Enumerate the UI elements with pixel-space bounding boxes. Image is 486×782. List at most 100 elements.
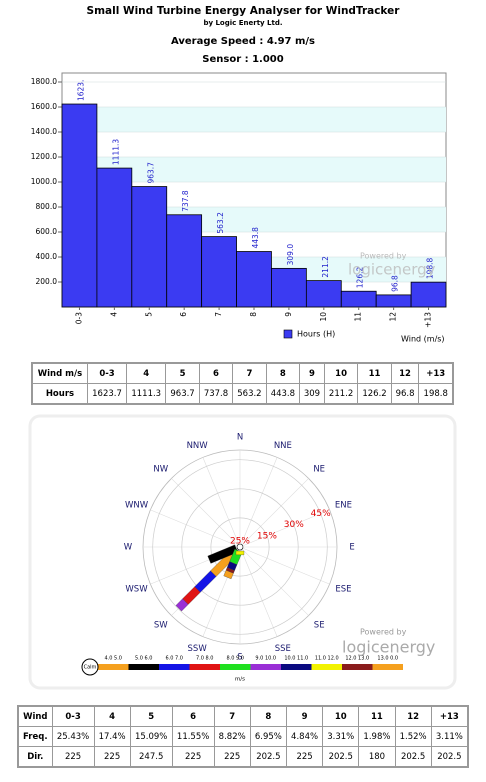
y-tick-label: 800.0: [36, 202, 58, 211]
bar: [271, 267, 307, 308]
table-cell: 963.7: [165, 383, 200, 405]
table-header: Wind: [17, 705, 53, 727]
table-cell: 247.5: [129, 746, 173, 768]
legend-range-label: 13.0 0.0: [377, 656, 398, 662]
compass-label: SSW: [188, 644, 208, 654]
y-tick-label: 1800.0: [31, 77, 57, 86]
bar-value-label: 737.8: [181, 190, 190, 212]
row-label: Dir.: [17, 746, 53, 768]
column-header: 10: [322, 705, 360, 727]
rose-segment: [207, 544, 239, 564]
x-tick-label: 9: [284, 312, 293, 317]
legend-range-label: 9.0 10.0: [255, 656, 276, 662]
column-header: 0-3: [51, 705, 95, 727]
spoke: [239, 509, 330, 548]
table-cell: 443.8: [265, 383, 301, 405]
bar: [131, 186, 168, 308]
table-cell: 225: [51, 746, 95, 768]
legend-range-label: 8.0 9.0: [227, 656, 245, 662]
x-tick-label: 12: [389, 312, 398, 322]
table-cell: 202.5: [322, 746, 360, 768]
column-header: 5: [129, 705, 173, 727]
x-axis-label: Wind (m/s): [401, 335, 445, 344]
column-header: +13: [418, 362, 454, 384]
x-tick-label: +13: [424, 312, 433, 328]
column-header: 11: [358, 705, 396, 727]
bar: [305, 280, 342, 308]
ring-label: 15%: [257, 531, 277, 541]
x-tick-label: 6: [179, 312, 188, 317]
table-header: Wind m/s: [31, 362, 88, 384]
column-header: 7: [232, 362, 267, 384]
table-cell: 15.09%: [129, 726, 173, 747]
y-tick-label: 1600.0: [31, 102, 57, 111]
bar-value-label: 963.7: [146, 162, 155, 184]
rose-segment: [235, 550, 245, 555]
table-cell: 737.8: [198, 383, 234, 405]
table-cell: 3.11%: [430, 726, 469, 747]
legend-range-label: 12.0 13.0: [345, 656, 369, 662]
bar-value-label: 1111.3: [111, 139, 120, 165]
bar-value-label: 563.2: [216, 212, 225, 234]
legend-calm-label: Calm: [84, 665, 97, 671]
legend-color: [189, 664, 220, 670]
compass-label: NW: [153, 465, 168, 475]
table-cell: 211.2: [323, 383, 359, 405]
bar-value-label: 1623.: [76, 80, 85, 101]
legend-range-label: 10.0 11.0: [284, 656, 308, 662]
table-cell: 309: [299, 383, 325, 405]
table-cell: 11.55%: [171, 726, 215, 747]
compass-label: NNE: [274, 441, 292, 451]
compass-label: N: [237, 433, 243, 443]
legend-range-label: 4.0 5.0: [105, 656, 123, 662]
column-header: 6: [171, 705, 215, 727]
bar: [166, 214, 203, 308]
spoke: [239, 478, 309, 548]
x-tick-label: 5: [144, 312, 153, 317]
table-cell: 1.52%: [394, 726, 432, 747]
hours-table: Wind m/s 0-3 4 5 6 7 8 9 10 11 12 +13 Hours 1623.7 111…: [31, 362, 454, 405]
table-cell: 180: [358, 746, 396, 768]
spoke: [239, 546, 309, 616]
title: Small Wind Turbine Energy Analyser for W…: [86, 5, 400, 17]
spoke: [150, 509, 241, 548]
bar-value-label: 211.2: [321, 256, 330, 278]
table-cell: 8.82%: [213, 726, 251, 747]
grid-band: [62, 107, 446, 132]
compass-label: WSW: [125, 585, 148, 595]
spoke: [171, 478, 241, 548]
compass-label: SSE: [275, 644, 291, 654]
row-label: Freq.: [17, 726, 53, 747]
legend-color: [281, 664, 312, 670]
sensor: Sensor : 1.000: [202, 54, 284, 65]
bar: [236, 251, 272, 308]
y-tick-label: 1200.0: [31, 152, 57, 161]
column-header: 8: [265, 362, 301, 384]
compass-label: W: [124, 543, 133, 553]
legend-color: [220, 664, 251, 670]
rose-segment: [175, 598, 189, 612]
watermark-brand: logicenergy: [348, 261, 436, 279]
bar-value-label: 198.8: [426, 257, 435, 279]
legend-range-label: 5.0 6.0: [135, 656, 153, 662]
bar-value-label: 126.2: [356, 267, 365, 289]
compass-label: S: [237, 653, 242, 663]
wind-rose: N NNE NE ENE E ESE SE SSE S SSW SW WSW W WNW NW NNW 15% 3…: [28, 414, 457, 690]
spoke: [239, 546, 330, 585]
column-header: 9: [285, 705, 324, 727]
legend-label: Hours (H): [297, 330, 335, 339]
legend-color: [98, 664, 129, 670]
bar-value-label: 96.8: [391, 275, 400, 292]
y-tick-label: 200.0: [36, 277, 58, 286]
bar: [410, 281, 447, 308]
legend-range-label: 7.0 8.0: [196, 656, 214, 662]
ring: [152, 459, 328, 635]
table-cell: 25.43%: [51, 726, 95, 747]
spoke: [239, 457, 278, 548]
compass-label: NE: [313, 465, 325, 475]
column-header: 6: [198, 362, 234, 384]
ring-label: 30%: [284, 520, 304, 530]
rose-segment: [223, 570, 234, 580]
watermark-powered: Powered by: [360, 252, 407, 261]
table-cell: 202.5: [394, 746, 432, 768]
